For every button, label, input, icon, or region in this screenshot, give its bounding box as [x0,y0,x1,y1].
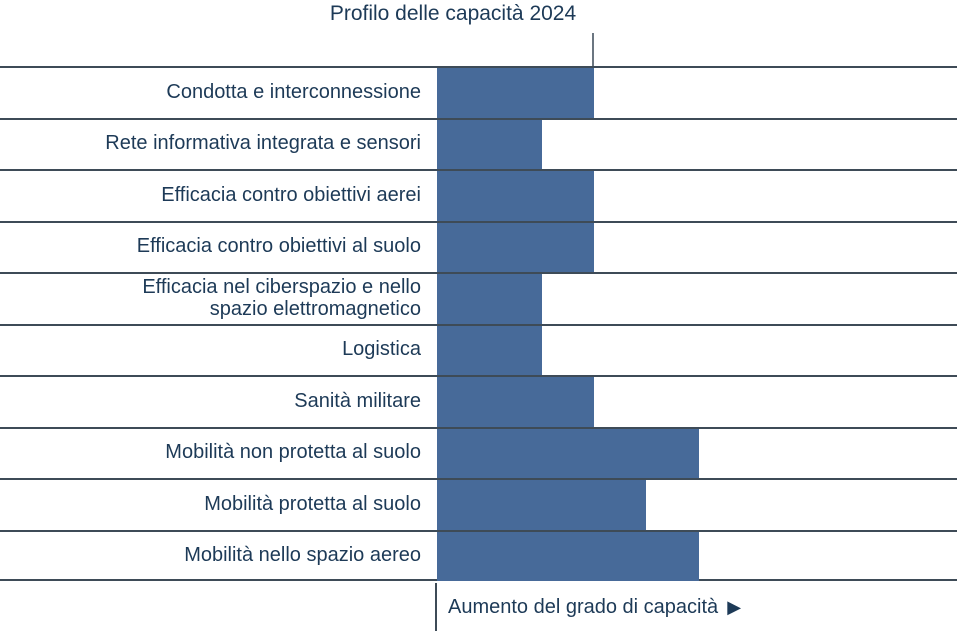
table-row: Mobilità non protetta al suolo [0,426,957,478]
table-row: Efficacia contro obiettivi aerei [0,169,957,221]
x-axis-label-text: Aumento del grado di capacità [448,595,719,618]
table-row: Sanità militare [0,375,957,427]
capability-bar [437,377,594,427]
category-label: Logistica [342,338,421,361]
axis-footer: Aumento del grado di capacità ▶ [0,583,957,631]
capability-bar [437,171,594,221]
capability-bar [437,480,647,530]
category-label: Efficacia nel ciberspazio e nello spazio… [142,276,421,320]
table-row: Mobilità protetta al suolo [0,478,957,530]
capability-bar [437,68,594,118]
axis-baseline-tick [0,583,437,631]
capability-bar [437,222,594,272]
table-row: Mobilità nello spazio aereo [0,529,957,581]
category-label: Rete informativa integrata e sensori [105,132,421,155]
x-axis-label: Aumento del grado di capacità ▶ [437,583,741,631]
capability-bar [437,531,699,581]
category-label: Mobilità non protetta al suolo [165,441,421,464]
table-row: Efficacia contro obiettivi al suolo [0,220,957,272]
category-label: Efficacia contro obiettivi al suolo [136,235,421,258]
category-label: Sanità militare [294,389,421,412]
table-row: Rete informativa integrata e sensori [0,117,957,169]
capability-bar [437,274,542,324]
chart-rows: Condotta e interconnessione Rete informa… [0,66,957,581]
category-label: Condotta e interconnessione [166,80,421,103]
capability-bar [437,428,699,478]
chart-title: Profilo delle capacità 2024 [329,2,577,25]
capability-bar [437,325,542,375]
category-label: Mobilità nello spazio aereo [184,544,421,567]
table-row: Logistica [0,323,957,375]
reference-line [592,33,594,66]
arrow-right-icon: ▶ [727,596,742,617]
category-label: Mobilità protetta al suolo [204,492,421,515]
capability-bar [437,119,542,169]
table-row: Efficacia nel ciberspazio e nello spazio… [0,272,957,324]
category-label: Efficacia contro obiettivi aerei [161,183,421,206]
table-row: Condotta e interconnessione [0,66,957,118]
